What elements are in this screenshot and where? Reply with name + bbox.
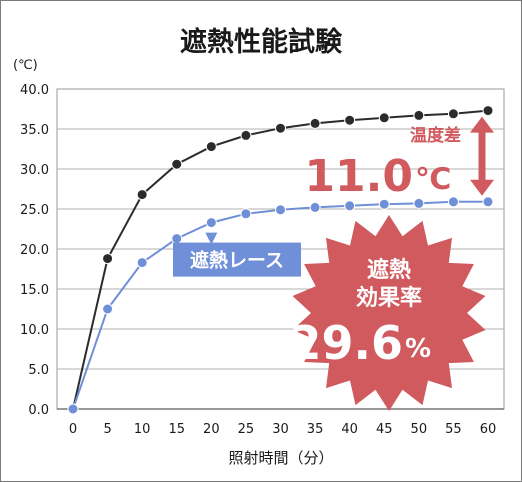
y-tick-label: 10.0 — [20, 323, 49, 338]
x-tick-label: 40 — [341, 422, 358, 437]
data-point-control — [102, 253, 114, 265]
data-point-shade — [378, 198, 390, 210]
data-point-control — [136, 189, 148, 201]
rate-label-line1: 遮熱 — [367, 257, 411, 283]
y-tick-label: 40.0 — [20, 83, 49, 98]
data-point-shade — [275, 204, 286, 216]
x-tick-label: 25 — [238, 422, 255, 437]
rate-unit: % — [405, 334, 431, 364]
x-tick-label: 55 — [445, 422, 462, 437]
series-label-text: 遮熱レース — [190, 249, 284, 272]
y-tick-label: 30.0 — [20, 163, 49, 178]
data-point-shade — [171, 233, 183, 245]
series — [67, 105, 494, 415]
chart-title: 遮熱性能試験 — [180, 26, 343, 58]
series-label-box — [173, 242, 301, 277]
y-tick-label: 15.0 — [20, 283, 49, 298]
data-point-shade — [240, 208, 252, 220]
data-point-shade — [205, 217, 217, 229]
x-tick-label: 30 — [272, 422, 289, 437]
data-point-control — [482, 105, 494, 117]
diff-arrow-head-up — [470, 116, 494, 133]
data-point-control — [205, 141, 217, 153]
y-tick-label: 0.0 — [28, 403, 49, 418]
data-point-shade — [413, 197, 425, 209]
temp-diff-label: 温度差 — [410, 125, 461, 146]
data-point-shade — [136, 257, 148, 269]
series-label-pointer — [205, 232, 218, 245]
y-tick-label: 35.0 — [20, 123, 49, 138]
data-point-control — [413, 109, 425, 121]
temp-diff-value: 11.0 — [304, 151, 413, 202]
x-tick-label: 20 — [203, 422, 220, 437]
data-point-control — [275, 122, 286, 134]
data-point-control — [344, 114, 356, 126]
data-point-control — [447, 108, 459, 120]
x-axis-label: 照射時間（分） — [228, 449, 333, 467]
x-tick-label: 10 — [134, 422, 151, 437]
data-point-control — [240, 129, 252, 141]
rate-label-line2: 効果率 — [356, 285, 422, 311]
y-tick-label: 25.0 — [20, 203, 49, 218]
temp-diff-unit: ℃ — [415, 162, 451, 197]
x-tick-label: 0 — [69, 422, 77, 437]
diff-arrow-head-down — [470, 179, 494, 196]
data-point-shade — [482, 196, 494, 208]
data-point-shade — [309, 201, 321, 213]
data-point-shade — [344, 200, 356, 212]
x-tick-label: 45 — [376, 422, 393, 437]
rate-value: 29.6 — [290, 316, 404, 370]
data-point-control — [171, 158, 183, 170]
starburst-badge — [292, 215, 486, 411]
data-point-control — [378, 112, 390, 124]
x-tick-label: 15 — [168, 422, 185, 437]
x-tick-label: 60 — [480, 422, 497, 437]
data-point-control — [309, 117, 321, 129]
x-tick-label: 50 — [411, 422, 428, 437]
data-point-shade — [102, 303, 114, 315]
y-tick-label: 5.0 — [28, 363, 49, 378]
x-tick-label: 5 — [103, 422, 111, 437]
axes: 0.0 5.0 10.0 15.0 20.0 25.0 30.0 35.0 40.0 0 5 10 15… — [20, 83, 504, 437]
data-point-shade — [67, 403, 79, 415]
y-tick-label: 20.0 — [20, 243, 49, 258]
y-axis-unit-label: (℃) — [13, 58, 38, 73]
data-point-shade — [447, 196, 459, 208]
x-tick-label: 35 — [307, 422, 324, 437]
